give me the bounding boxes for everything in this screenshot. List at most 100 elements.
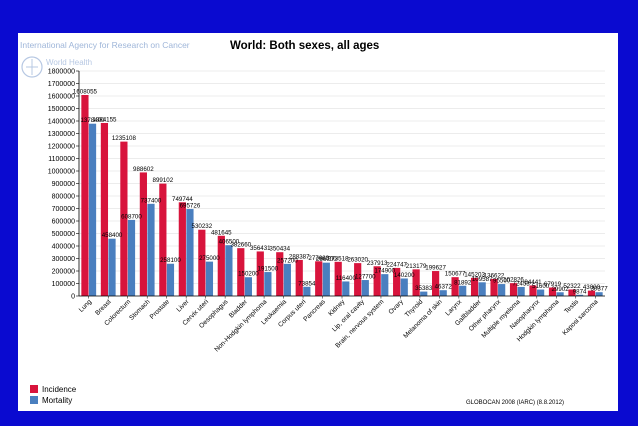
- y-tick-label: 0: [71, 293, 75, 300]
- category-label: Lung: [78, 298, 94, 314]
- incidence-legend-label: Incidence: [42, 385, 77, 394]
- category-label: Kaposi sarcoma: [561, 298, 600, 337]
- y-gridlines: [79, 70, 605, 297]
- incidence-value-label: 1384155: [92, 116, 117, 123]
- category-label: Pancreas: [302, 298, 327, 323]
- incidence-bar: [548, 287, 557, 296]
- mortality-value-label: 258100: [160, 257, 181, 264]
- mortality-bar: [225, 245, 233, 296]
- agency-name: International Agency for Research on Can…: [20, 40, 190, 50]
- mortality-bar: [595, 292, 603, 296]
- bars: [81, 94, 603, 296]
- mortality-bar: [166, 263, 175, 296]
- incidence-bar: [139, 172, 147, 296]
- mortality-bar: [537, 289, 545, 296]
- incidence-bar: [509, 283, 518, 296]
- incidence-bar: [432, 271, 440, 296]
- mortality-value-label: 266700: [316, 256, 337, 263]
- who-label: World Health: [46, 58, 92, 67]
- mortality-legend-label: Mortality: [42, 396, 72, 405]
- who-emblem-cross-icon: [26, 59, 38, 75]
- incidence-legend-swatch: [30, 385, 38, 393]
- y-tick-label: 1700000: [48, 81, 75, 88]
- mortality-bar: [127, 219, 136, 296]
- mortality-bar: [361, 280, 369, 296]
- incidence-bar: [451, 277, 459, 296]
- iarc-watermark: International Agency for Research on Can…: [20, 40, 190, 78]
- incidence-value-label: 145203: [464, 271, 485, 278]
- mortality-value-label: 174900: [374, 268, 395, 275]
- incidence-bar: [568, 289, 576, 296]
- incidence-bar: [295, 259, 303, 296]
- mortality-value-label: 406500: [219, 239, 240, 246]
- y-tick-label: 500000: [52, 231, 75, 238]
- mortality-bar: [303, 286, 311, 296]
- mortality-bar: [556, 292, 564, 296]
- incidence-value-label: 481645: [211, 229, 232, 236]
- category-label: Breast: [94, 298, 113, 317]
- mortality-bar: [283, 263, 291, 296]
- y-tick-label: 900000: [52, 181, 75, 188]
- incidence-bar: [198, 229, 206, 296]
- mortality-bar: [244, 277, 252, 296]
- y-tick-label: 700000: [52, 206, 75, 213]
- y-tick-label: 400000: [52, 243, 75, 250]
- bar-chart: International Agency for Research on Can…: [20, 40, 608, 406]
- y-tick-label: 1100000: [48, 156, 75, 163]
- mortality-value-label: 29902: [551, 286, 569, 293]
- incidence-value-label: 102826: [503, 277, 524, 284]
- y-tick-label: 1800000: [48, 68, 75, 75]
- mortality-bar: [439, 290, 447, 296]
- mortality-bar: [420, 291, 428, 296]
- mortality-value-label: 109587: [472, 276, 493, 283]
- mortality-bar: [342, 281, 350, 296]
- mortality-value-label: 46372: [435, 284, 453, 291]
- y-tick-label: 1200000: [48, 143, 75, 150]
- mortality-value-label: 608700: [121, 213, 142, 220]
- incidence-value-label: 224747: [386, 261, 407, 268]
- mortality-value-label: 140200: [394, 272, 415, 279]
- category-label: Prostate: [149, 298, 172, 321]
- y-tick-label: 1600000: [48, 93, 75, 100]
- mortality-value-label: 72453: [513, 280, 531, 287]
- mortality-bar: [147, 203, 155, 296]
- incidence-value-label: 1608055: [73, 88, 98, 95]
- mortality-value-label: 191500: [258, 266, 279, 273]
- who-emblem-icon: [21, 56, 43, 78]
- incidence-value-label: 150677: [445, 271, 466, 278]
- y-tick-label: 200000: [52, 268, 75, 275]
- y-tick-label: 1400000: [48, 118, 75, 125]
- incidence-bar: [217, 235, 225, 296]
- incidence-bar: [412, 269, 420, 296]
- incidence-value-label: 1235108: [112, 135, 137, 142]
- y-tick-label: 300000: [52, 256, 75, 263]
- incidence-bar: [178, 202, 186, 296]
- incidence-bar: [256, 251, 264, 296]
- mortality-value-label: 51600: [532, 283, 550, 290]
- mortality-value-label: 127700: [355, 274, 376, 281]
- mortality-value-label: 116400: [336, 275, 357, 282]
- y-tick-label: 1300000: [48, 131, 75, 138]
- y-tick-label: 600000: [52, 218, 75, 225]
- incidence-value-label: 899102: [153, 177, 174, 184]
- incidence-value-label: 988602: [133, 166, 154, 173]
- mortality-value-label: 30377: [590, 286, 608, 293]
- category-label: Liver: [176, 298, 192, 314]
- chart-title: World: Both sexes, all ages: [230, 40, 379, 52]
- incidence-bar: [237, 248, 245, 296]
- incidence-value-label: 84441: [524, 279, 542, 286]
- incidence-bar: [529, 285, 537, 296]
- incidence-bar: [81, 94, 89, 296]
- incidence-value-label: 356431: [250, 245, 271, 252]
- incidence-value-label: 52322: [563, 283, 581, 290]
- category-label: Testis: [563, 298, 580, 315]
- mortality-bar: [322, 262, 330, 296]
- category-label: Ovary: [387, 298, 405, 316]
- mortality-bar: [498, 284, 506, 296]
- legend: Incidence Mortality: [30, 385, 77, 405]
- mortality-bar: [108, 238, 116, 296]
- mortality-bar: [575, 294, 584, 296]
